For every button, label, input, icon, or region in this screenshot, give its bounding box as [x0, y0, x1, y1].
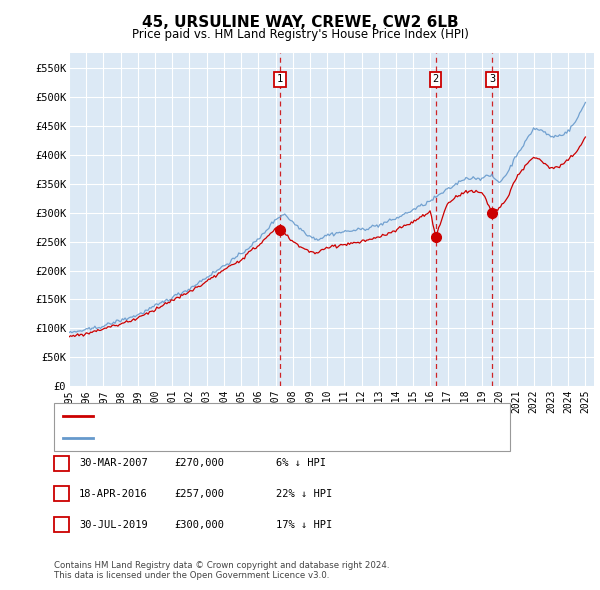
Text: £257,000: £257,000 — [174, 489, 224, 499]
Text: HPI: Average price, detached house, Cheshire East: HPI: Average price, detached house, Ches… — [99, 433, 405, 443]
Text: 18-APR-2016: 18-APR-2016 — [79, 489, 148, 499]
Text: 45, URSULINE WAY, CREWE, CW2 6LB (detached house): 45, URSULINE WAY, CREWE, CW2 6LB (detach… — [99, 411, 405, 421]
Text: Contains HM Land Registry data © Crown copyright and database right 2024.
This d: Contains HM Land Registry data © Crown c… — [54, 561, 389, 581]
Text: 1: 1 — [277, 74, 283, 84]
Text: 6% ↓ HPI: 6% ↓ HPI — [276, 458, 326, 468]
Text: 17% ↓ HPI: 17% ↓ HPI — [276, 520, 332, 529]
Text: 30-MAR-2007: 30-MAR-2007 — [79, 458, 148, 468]
Text: 3: 3 — [489, 74, 495, 84]
Text: 22% ↓ HPI: 22% ↓ HPI — [276, 489, 332, 499]
Text: 45, URSULINE WAY, CREWE, CW2 6LB: 45, URSULINE WAY, CREWE, CW2 6LB — [142, 15, 458, 30]
Text: 30-JUL-2019: 30-JUL-2019 — [79, 520, 148, 529]
Text: 2: 2 — [433, 74, 439, 84]
Text: Price paid vs. HM Land Registry's House Price Index (HPI): Price paid vs. HM Land Registry's House … — [131, 28, 469, 41]
Text: 2: 2 — [58, 489, 65, 499]
Text: £300,000: £300,000 — [174, 520, 224, 529]
Text: 1: 1 — [58, 458, 65, 468]
Text: £270,000: £270,000 — [174, 458, 224, 468]
Text: 3: 3 — [58, 520, 65, 529]
